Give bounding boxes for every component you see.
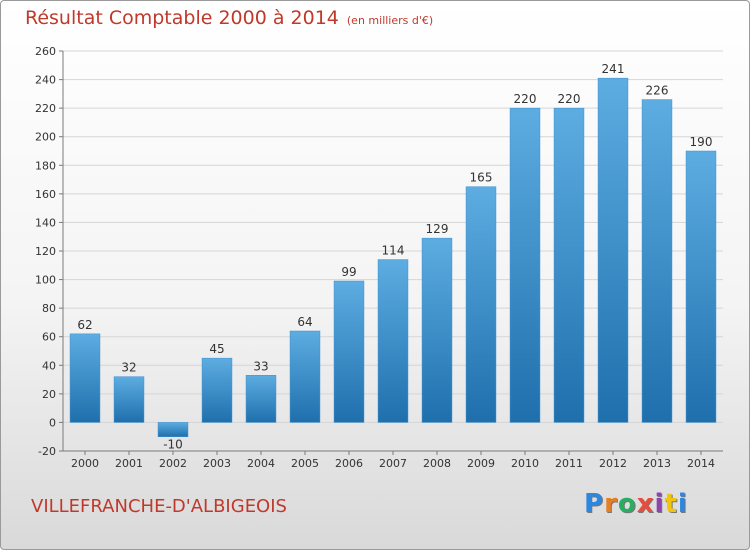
- x-tick-label: 2007: [379, 457, 407, 470]
- bar: [685, 150, 717, 423]
- bar: [289, 330, 321, 423]
- y-tick-label: 160: [35, 188, 56, 201]
- data-label: 45: [209, 342, 224, 356]
- logo-letter: i: [677, 489, 688, 519]
- data-label: 33: [253, 359, 268, 373]
- y-tick-label: 140: [35, 216, 56, 229]
- data-label: 226: [646, 84, 669, 98]
- chart-subtitle: (en milliers d'€): [346, 14, 434, 27]
- x-tick-label: 2014: [687, 457, 715, 470]
- y-tick-label: 220: [35, 102, 56, 115]
- x-tick-label: 2013: [643, 457, 671, 470]
- y-tick-label: 40: [42, 359, 56, 372]
- data-label: 165: [470, 171, 493, 185]
- bar: [201, 357, 233, 423]
- proxiti-logo: Proxiti: [584, 489, 688, 519]
- data-label: 220: [558, 92, 581, 106]
- logo-letter: o: [617, 489, 637, 519]
- x-tick-label: 2012: [599, 457, 627, 470]
- x-tick-label: 2002: [159, 457, 187, 470]
- bar: [641, 99, 673, 423]
- x-tick-label: 2010: [511, 457, 539, 470]
- bar: [333, 280, 365, 423]
- data-label: 241: [602, 62, 625, 76]
- x-tick-label: 2011: [555, 457, 583, 470]
- bar: [421, 237, 453, 423]
- y-tick-label: -20: [38, 445, 56, 458]
- y-tick-label: 100: [35, 274, 56, 287]
- x-tick-label: 2004: [247, 457, 275, 470]
- y-tick-label: 240: [35, 74, 56, 87]
- x-tick-label: 2009: [467, 457, 495, 470]
- data-label: 220: [514, 92, 537, 106]
- y-tick-label: 120: [35, 245, 56, 258]
- bar: [113, 376, 145, 423]
- x-tick-label: 2000: [71, 457, 99, 470]
- bar: [553, 107, 585, 423]
- data-labels: 62 32 -10 45 33 64 99 114 129 165 220 220 241 226 190: [77, 62, 712, 452]
- logo-letter: x: [636, 489, 655, 519]
- bar: [69, 333, 101, 423]
- data-label: 190: [690, 135, 713, 149]
- bar: [157, 422, 189, 437]
- data-label: 32: [121, 361, 136, 375]
- y-tick-label: 260: [35, 45, 56, 58]
- bar: [597, 77, 629, 423]
- data-label: 114: [382, 244, 405, 258]
- logo-letter: r: [604, 489, 618, 519]
- data-label: 62: [77, 318, 92, 332]
- y-tick-label: 20: [42, 388, 56, 401]
- y-tick-label: 60: [42, 331, 56, 344]
- chart-title: Résultat Comptable 2000 à 2014 (en millie…: [25, 7, 434, 29]
- y-tick-label: 180: [35, 159, 56, 172]
- x-tick-label: 2001: [115, 457, 143, 470]
- logo-letter: P: [584, 489, 605, 519]
- y-tick-label: 80: [42, 302, 56, 315]
- axes: -20 0 20 40 60 80 100 120 140 160 180 200 220 240 260 2…: [35, 45, 723, 470]
- data-label: 129: [426, 222, 449, 236]
- bars: [69, 77, 717, 437]
- location-name: VILLEFRANCHE-D'ALBIGEOIS: [31, 496, 287, 517]
- y-tick-label: 200: [35, 131, 56, 144]
- x-tick-label: 2003: [203, 457, 231, 470]
- x-tick-label: 2008: [423, 457, 451, 470]
- logo-letter: t: [664, 489, 678, 519]
- logo-letter: i: [654, 489, 665, 519]
- bar: [509, 107, 541, 423]
- bar: [377, 259, 409, 423]
- data-label: 99: [341, 265, 356, 279]
- data-label: 64: [297, 315, 312, 329]
- bar: [245, 375, 277, 423]
- x-tick-label: 2006: [335, 457, 363, 470]
- y-tick-label: 0: [49, 416, 56, 429]
- data-label: -10: [163, 438, 183, 452]
- x-tick-label: 2005: [291, 457, 319, 470]
- bar: [465, 186, 497, 423]
